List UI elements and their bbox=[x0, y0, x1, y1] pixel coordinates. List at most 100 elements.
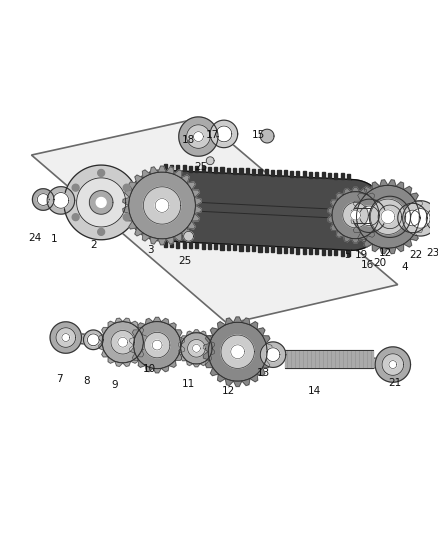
Text: 10: 10 bbox=[143, 364, 156, 374]
Polygon shape bbox=[334, 173, 337, 179]
Polygon shape bbox=[353, 208, 378, 223]
Polygon shape bbox=[175, 353, 182, 360]
Polygon shape bbox=[336, 193, 344, 200]
Polygon shape bbox=[145, 366, 153, 372]
Polygon shape bbox=[37, 195, 410, 222]
Polygon shape bbox=[378, 215, 383, 223]
Polygon shape bbox=[375, 347, 410, 382]
Polygon shape bbox=[233, 245, 236, 251]
Polygon shape bbox=[155, 199, 169, 212]
Polygon shape bbox=[32, 189, 54, 211]
Polygon shape bbox=[129, 172, 195, 239]
Polygon shape bbox=[123, 197, 130, 205]
Polygon shape bbox=[221, 335, 254, 368]
Polygon shape bbox=[382, 354, 404, 375]
Polygon shape bbox=[132, 330, 139, 337]
Polygon shape bbox=[369, 196, 410, 238]
Polygon shape bbox=[360, 236, 367, 242]
Polygon shape bbox=[208, 167, 211, 173]
Polygon shape bbox=[257, 328, 265, 336]
Polygon shape bbox=[195, 166, 198, 172]
Polygon shape bbox=[145, 319, 153, 325]
Polygon shape bbox=[56, 328, 76, 348]
Polygon shape bbox=[153, 317, 161, 322]
Polygon shape bbox=[328, 215, 333, 223]
Polygon shape bbox=[161, 319, 169, 325]
Polygon shape bbox=[47, 187, 74, 214]
Polygon shape bbox=[331, 200, 337, 207]
Polygon shape bbox=[150, 237, 158, 244]
Polygon shape bbox=[233, 168, 236, 174]
Polygon shape bbox=[262, 360, 270, 368]
Polygon shape bbox=[174, 170, 182, 178]
Polygon shape bbox=[260, 342, 286, 367]
Polygon shape bbox=[211, 342, 215, 349]
Polygon shape bbox=[405, 210, 420, 226]
Text: 17: 17 bbox=[205, 131, 219, 140]
Polygon shape bbox=[360, 189, 367, 195]
Polygon shape bbox=[388, 247, 396, 254]
Polygon shape bbox=[127, 170, 387, 251]
Polygon shape bbox=[123, 184, 130, 191]
Text: 16: 16 bbox=[360, 260, 374, 270]
Polygon shape bbox=[102, 321, 143, 363]
Text: 25: 25 bbox=[195, 162, 208, 172]
Polygon shape bbox=[150, 167, 158, 174]
Polygon shape bbox=[184, 231, 194, 241]
Polygon shape bbox=[378, 207, 383, 215]
Polygon shape bbox=[242, 318, 250, 325]
Polygon shape bbox=[187, 361, 193, 366]
Polygon shape bbox=[231, 345, 244, 359]
Polygon shape bbox=[331, 223, 337, 230]
Polygon shape bbox=[332, 191, 379, 239]
Polygon shape bbox=[98, 169, 105, 176]
Polygon shape bbox=[178, 342, 182, 349]
Polygon shape bbox=[53, 192, 69, 208]
Polygon shape bbox=[364, 187, 372, 195]
Polygon shape bbox=[370, 199, 406, 235]
Polygon shape bbox=[265, 169, 268, 175]
Polygon shape bbox=[290, 171, 293, 176]
Polygon shape bbox=[203, 343, 209, 352]
Polygon shape bbox=[193, 330, 200, 333]
Polygon shape bbox=[258, 246, 261, 252]
Polygon shape bbox=[138, 328, 144, 334]
Text: 20: 20 bbox=[374, 258, 387, 268]
Polygon shape bbox=[380, 247, 388, 254]
Polygon shape bbox=[176, 241, 180, 247]
Polygon shape bbox=[134, 321, 181, 369]
Polygon shape bbox=[187, 331, 193, 336]
Polygon shape bbox=[108, 321, 115, 328]
Polygon shape bbox=[374, 200, 380, 207]
Polygon shape bbox=[89, 191, 113, 214]
Polygon shape bbox=[290, 247, 293, 253]
Polygon shape bbox=[72, 184, 79, 191]
Text: 22: 22 bbox=[409, 250, 422, 260]
Polygon shape bbox=[138, 350, 144, 357]
Text: 12: 12 bbox=[222, 386, 236, 395]
Text: 24: 24 bbox=[29, 232, 42, 243]
Polygon shape bbox=[380, 180, 388, 187]
Polygon shape bbox=[328, 249, 331, 255]
Polygon shape bbox=[205, 360, 213, 368]
Polygon shape bbox=[271, 169, 274, 176]
Polygon shape bbox=[266, 343, 272, 352]
Polygon shape bbox=[123, 318, 131, 323]
Polygon shape bbox=[187, 125, 210, 148]
Polygon shape bbox=[340, 250, 344, 256]
Polygon shape bbox=[343, 203, 368, 228]
Polygon shape bbox=[353, 225, 361, 232]
Text: 8: 8 bbox=[83, 376, 90, 386]
Polygon shape bbox=[181, 333, 212, 364]
Polygon shape bbox=[205, 336, 213, 343]
Text: 3: 3 bbox=[147, 245, 154, 255]
Polygon shape bbox=[227, 244, 230, 250]
Polygon shape bbox=[164, 241, 167, 247]
Polygon shape bbox=[194, 205, 201, 213]
Polygon shape bbox=[357, 185, 419, 248]
Polygon shape bbox=[200, 361, 206, 366]
Polygon shape bbox=[358, 232, 366, 240]
Polygon shape bbox=[367, 230, 374, 237]
Polygon shape bbox=[372, 182, 380, 190]
Polygon shape bbox=[226, 318, 233, 325]
